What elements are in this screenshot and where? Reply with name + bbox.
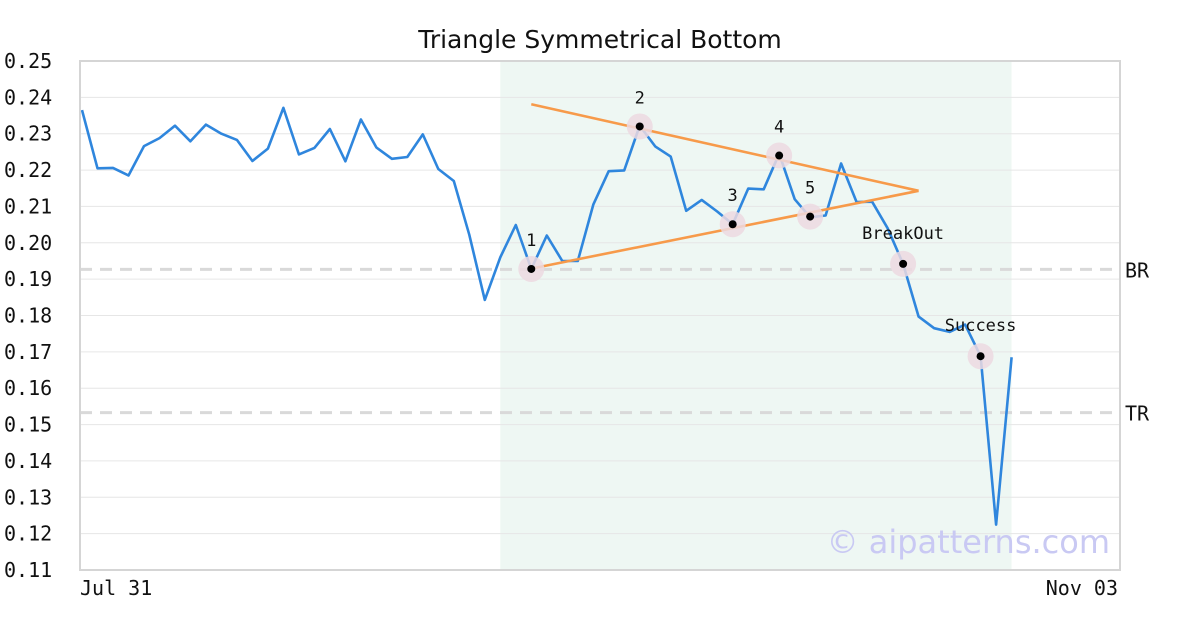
point-label-3: 3 [728, 186, 738, 206]
point-marker-5 [806, 212, 815, 221]
pattern-points: 1 2 3 4 5 BreakOut Success [518, 88, 1017, 370]
reference-lines: BR TR [80, 258, 1150, 426]
chart-title: Triangle Symmetrical Bottom [417, 25, 782, 54]
plot-frame [79, 60, 1121, 571]
y-tick-label: 0.17 [4, 340, 52, 364]
y-tick-label: 0.11 [4, 558, 52, 582]
y-tick-label: 0.13 [4, 485, 52, 509]
point-label-1: 1 [526, 231, 536, 251]
x-tick-label: Jul 31 [80, 576, 152, 600]
watermark: © aipatterns.com [827, 523, 1110, 561]
point-label-breakout: BreakOut [862, 224, 944, 244]
y-tick-label: 0.15 [4, 413, 52, 437]
point-marker-breakout [899, 259, 908, 268]
y-tick-label: 0.19 [4, 267, 52, 291]
point-marker-4 [775, 151, 784, 160]
reference-label-tr: TR [1125, 402, 1150, 426]
y-tick-label: 0.25 [4, 49, 52, 73]
y-tick-label: 0.24 [4, 85, 52, 109]
grid-lines [80, 60, 1120, 571]
y-axis-ticks: 0.25 0.24 0.23 0.22 0.21 0.20 0.19 0.18 0.17 0.16… [4, 49, 52, 582]
point-marker-success [976, 352, 985, 361]
y-tick-label: 0.18 [4, 304, 52, 328]
resistance-trend-line [531, 102, 919, 193]
x-axis-ticks: Jul 31 Nov 03 [80, 576, 1118, 600]
y-tick-label: 0.12 [4, 522, 52, 546]
point-label-5: 5 [805, 179, 815, 199]
x-tick-label: Nov 03 [1046, 576, 1118, 600]
y-tick-label: 0.22 [4, 158, 52, 182]
y-tick-label: 0.21 [4, 194, 52, 218]
y-tick-label: 0.20 [4, 231, 52, 255]
point-marker-2 [635, 122, 644, 131]
y-tick-label: 0.14 [4, 449, 52, 473]
point-label-2: 2 [635, 88, 645, 108]
point-label-success: Success [945, 316, 1017, 336]
point-marker-3 [728, 220, 737, 229]
y-tick-label: 0.16 [4, 376, 52, 400]
reference-label-br: BR [1125, 258, 1150, 282]
y-tick-label: 0.23 [4, 122, 52, 146]
point-marker-1 [527, 264, 536, 273]
point-label-4: 4 [774, 118, 784, 138]
